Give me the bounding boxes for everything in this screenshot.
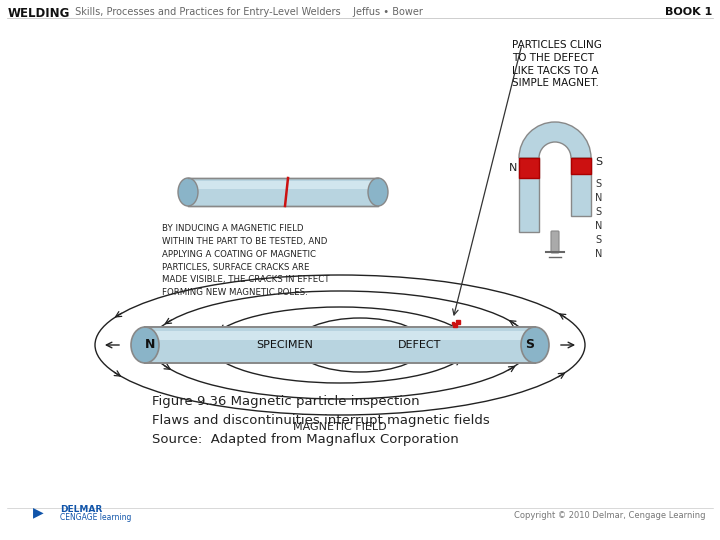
Bar — [519, 158, 539, 178]
Text: N: N — [595, 193, 603, 203]
Bar — [519, 157, 539, 232]
Ellipse shape — [178, 178, 198, 206]
Wedge shape — [519, 122, 591, 158]
Ellipse shape — [368, 178, 388, 206]
Bar — [188, 178, 378, 206]
Text: N: N — [595, 249, 603, 259]
Bar — [145, 327, 535, 363]
Text: WELDING: WELDING — [8, 7, 71, 20]
Text: Skills, Processes and Practices for Entry-Level Welders    Jeffus • Bower: Skills, Processes and Practices for Entr… — [72, 7, 423, 17]
Text: Figure 9.36 Magnetic particle inspection
Flaws and discontinuities interrupt mag: Figure 9.36 Magnetic particle inspection… — [152, 395, 490, 446]
Text: N: N — [145, 339, 156, 352]
Text: S: S — [526, 339, 534, 352]
Text: N: N — [595, 221, 603, 231]
FancyBboxPatch shape — [551, 231, 559, 253]
Text: SPECIMEN: SPECIMEN — [256, 340, 313, 350]
Text: S: S — [595, 157, 602, 167]
Text: PARTICLES CLING
TO THE DEFECT
LIKE TACKS TO A
SIMPLE MAGNET.: PARTICLES CLING TO THE DEFECT LIKE TACKS… — [512, 40, 602, 89]
Text: DELMAR: DELMAR — [60, 504, 102, 514]
Bar — [188, 181, 378, 188]
Text: Copyright © 2010 Delmar, Cengage Learning: Copyright © 2010 Delmar, Cengage Learnin… — [515, 510, 706, 519]
Text: DEFECT: DEFECT — [398, 340, 441, 350]
Bar — [571, 157, 591, 216]
Text: BY INDUCING A MAGNETIC FIELD
WITHIN THE PART TO BE TESTED, AND
APPLYING A COATIN: BY INDUCING A MAGNETIC FIELD WITHIN THE … — [162, 224, 330, 297]
Text: S: S — [595, 207, 601, 217]
Text: S: S — [595, 235, 601, 245]
Text: MAGNETIC FIELD: MAGNETIC FIELD — [293, 422, 387, 432]
Text: S: S — [595, 179, 601, 189]
Text: CENGAGE learning: CENGAGE learning — [60, 514, 131, 523]
Bar — [571, 158, 591, 174]
Text: N: N — [508, 163, 517, 173]
Text: BOOK 1: BOOK 1 — [665, 7, 712, 17]
Ellipse shape — [521, 327, 549, 363]
Ellipse shape — [131, 327, 159, 363]
Text: ▶: ▶ — [32, 505, 43, 519]
Bar — [145, 330, 535, 340]
